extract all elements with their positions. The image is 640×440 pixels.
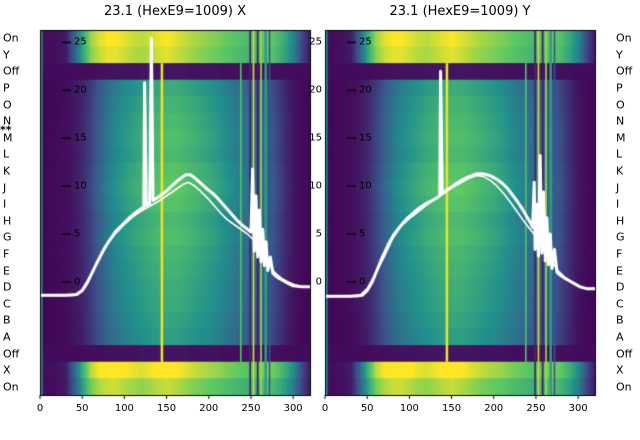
x-tick-label: 150: [442, 403, 462, 414]
row-label-left: X: [3, 363, 11, 377]
x-tick-label: 100: [114, 403, 134, 414]
y-tick-label-inner: 25: [359, 36, 372, 48]
row-label-left: H: [3, 214, 12, 228]
row-label-right: Off: [616, 347, 633, 361]
x-tick-label: 0: [36, 403, 44, 414]
row-label-left: D: [3, 280, 12, 294]
row-label-left: G: [3, 230, 12, 244]
row-label-right: F: [616, 247, 623, 261]
row-label-left: Y: [3, 48, 10, 62]
row-label-left: On: [3, 31, 19, 45]
row-label-left: L: [3, 147, 10, 161]
row-label-left: K: [3, 164, 11, 178]
row-label-right: I: [616, 197, 620, 211]
y-tick-label-inner: 25: [74, 36, 87, 48]
row-label-right: A: [616, 330, 624, 344]
row-label-right: C: [616, 297, 624, 311]
y-tick-label-inner: 20: [74, 84, 87, 96]
row-label-right: X: [616, 363, 624, 377]
row-label-right: On: [616, 380, 632, 394]
y-tick-label-outer: 10: [309, 180, 322, 192]
row-label-right: M: [616, 131, 626, 145]
row-label-right: N: [616, 114, 625, 128]
row-label-left: J: [3, 181, 7, 195]
row-label-left: M: [3, 131, 13, 145]
y-tick-label-inner: 20: [359, 84, 372, 96]
x-tick-label: 200: [484, 403, 504, 414]
y-tick-label-inner: 15: [74, 132, 87, 144]
x-tick-label: 300: [283, 403, 303, 414]
row-label-right: L: [616, 147, 623, 161]
y-tick-label-outer: 20: [309, 84, 322, 96]
row-label-right: E: [616, 264, 623, 278]
row-label-left: B: [3, 313, 11, 327]
row-label-left: O: [3, 98, 12, 112]
y-tick-label-outer: 5: [315, 228, 322, 240]
x-tick-label: 150: [157, 403, 177, 414]
row-label-left: P: [3, 81, 10, 95]
row-label-left: On: [3, 380, 19, 394]
row-label-left: F: [3, 247, 10, 261]
x-tick-label: 100: [399, 403, 419, 414]
row-label-right: P: [616, 81, 623, 95]
y-tick-label-outer: 25: [309, 36, 322, 48]
row-label-left: E: [3, 264, 10, 278]
x-tick-label: 50: [360, 403, 374, 414]
y-tick-label-inner: 0: [74, 276, 81, 288]
x-tick-label: 300: [568, 403, 588, 414]
row-label-left: I: [3, 197, 7, 211]
x-tick-label: 0: [321, 403, 329, 414]
y-tick-label-inner: 5: [359, 228, 366, 240]
row-label-right: On: [616, 31, 632, 45]
y-tick-label-outer: 0: [315, 276, 322, 288]
x-tick-label: 250: [241, 403, 261, 414]
x-tick-label: 250: [526, 403, 546, 414]
row-label-right: Y: [616, 48, 623, 62]
row-label-right: H: [616, 214, 625, 228]
row-label-left: Off: [3, 64, 20, 78]
x-tick-label: 50: [75, 403, 89, 414]
y-tick-label-inner: 10: [74, 180, 87, 192]
y-tick-label-inner: 15: [359, 132, 372, 144]
row-marker: **: [0, 123, 12, 137]
y-tick-label-inner: 10: [359, 180, 372, 192]
row-label-left: C: [3, 297, 11, 311]
row-label-right: J: [616, 181, 620, 195]
row-label-left: N: [3, 114, 12, 128]
y-tick-label-inner: 0: [359, 276, 366, 288]
row-label-right: B: [616, 313, 624, 327]
row-label-left: A: [3, 330, 11, 344]
row-label-right: K: [616, 164, 624, 178]
row-label-right: G: [616, 230, 625, 244]
row-label-right: D: [616, 280, 625, 294]
row-label-right: Off: [616, 64, 633, 78]
y-tick-label-outer: 15: [309, 132, 322, 144]
row-label-left: Off: [3, 347, 20, 361]
y-tick-label-inner: 5: [74, 228, 81, 240]
x-tick-label: 200: [199, 403, 219, 414]
row-label-right: O: [616, 98, 625, 112]
